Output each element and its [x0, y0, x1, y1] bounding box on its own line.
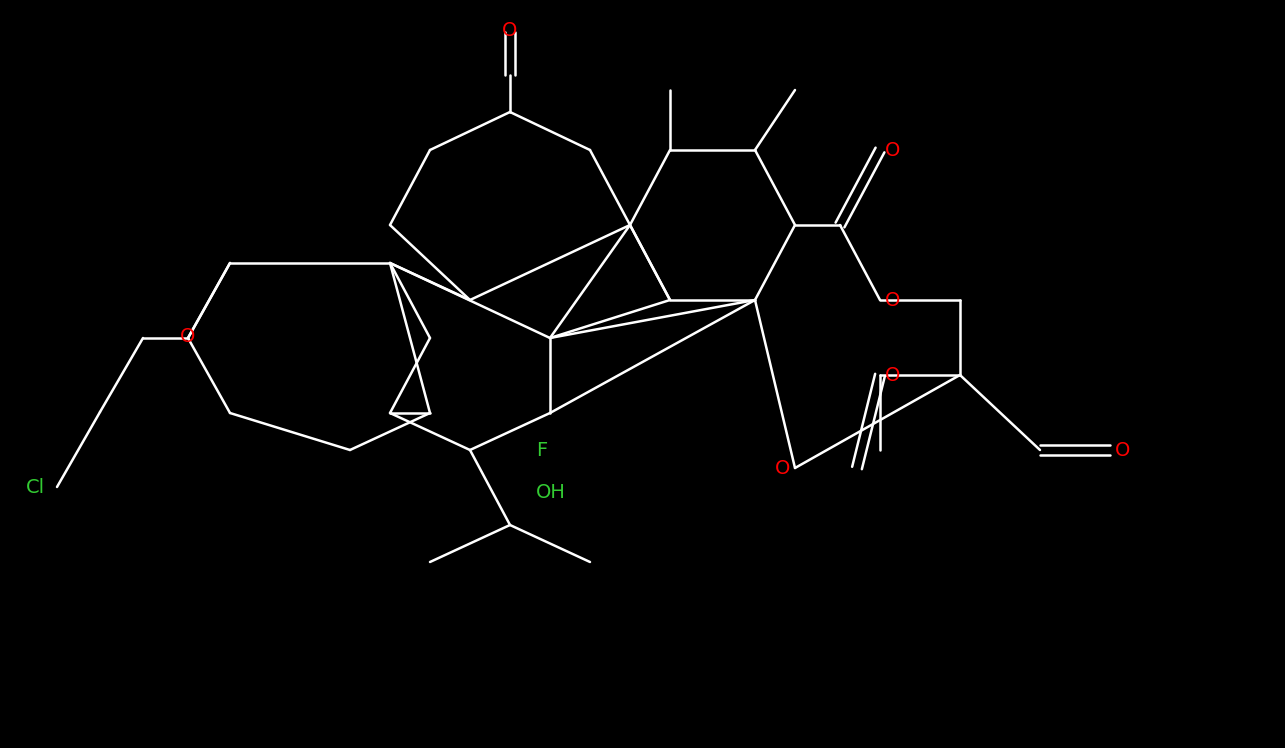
Text: O: O [885, 141, 901, 159]
Text: O: O [885, 366, 901, 384]
Text: O: O [180, 326, 195, 346]
Text: F: F [536, 441, 547, 459]
Text: OH: OH [536, 483, 565, 503]
Text: O: O [1115, 441, 1131, 459]
Text: O: O [502, 20, 518, 40]
Text: O: O [885, 290, 901, 310]
Text: Cl: Cl [26, 477, 45, 497]
Text: O: O [775, 459, 790, 477]
